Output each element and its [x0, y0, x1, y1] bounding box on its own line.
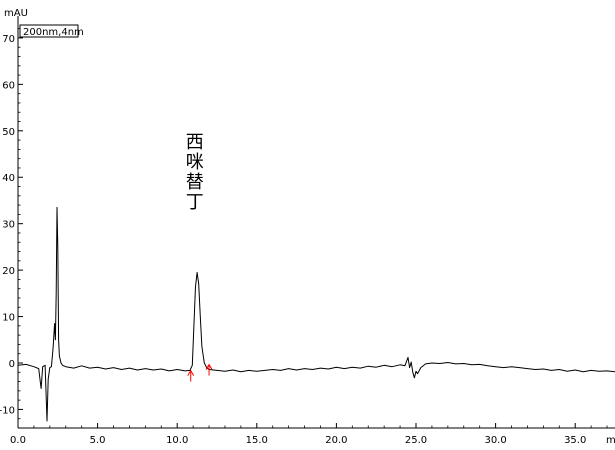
x-tick-label: 5.0: [90, 435, 106, 446]
y-tick-label: 50: [2, 127, 15, 138]
series-layer: [17, 206, 615, 422]
peak-annotation-char: 丁: [186, 192, 204, 213]
legend-box: [19, 24, 79, 38]
x-tick-label: 15.0: [246, 435, 268, 446]
label-layer: mAU 200nm,4nm 70 60 50 40 30 20 10 0 -10 0.0 5.0 10.0…: [0, 8, 615, 446]
marker-layer: [187, 363, 213, 382]
y-axis-unit-label: mAU: [4, 8, 28, 19]
series-line-1: [17, 206, 615, 422]
y-tick-label: 40: [2, 173, 15, 184]
y-tick-label: -10: [0, 405, 15, 416]
peak-annotation-char: 西: [186, 132, 204, 153]
peak-annotation-char: 替: [186, 172, 204, 193]
x-tick-label: 20.0: [325, 435, 347, 446]
x-tick-label: 10.0: [166, 435, 188, 446]
legend-box-label: 200nm,4nm: [23, 27, 84, 38]
y-tick-label: 30: [2, 220, 15, 231]
y-tick-label: 60: [2, 80, 15, 91]
y-tick-label: 70: [2, 34, 15, 45]
x-axis-unit-label: min: [606, 435, 615, 446]
integration-marker-2: [205, 363, 213, 376]
x-tick-label: 30.0: [484, 435, 506, 446]
y-tick-label: 10: [2, 313, 15, 324]
x-tick-label: 0.0: [10, 435, 26, 446]
x-tick-label: 25.0: [405, 435, 427, 446]
y-tick-label: 0: [9, 359, 15, 370]
peak-annotation-char: 咪: [186, 152, 204, 173]
axes-layer: [17, 16, 615, 429]
integration-marker-1: [187, 369, 195, 382]
y-tick-label: 20: [2, 266, 15, 277]
x-tick-label: 35.0: [564, 435, 586, 446]
